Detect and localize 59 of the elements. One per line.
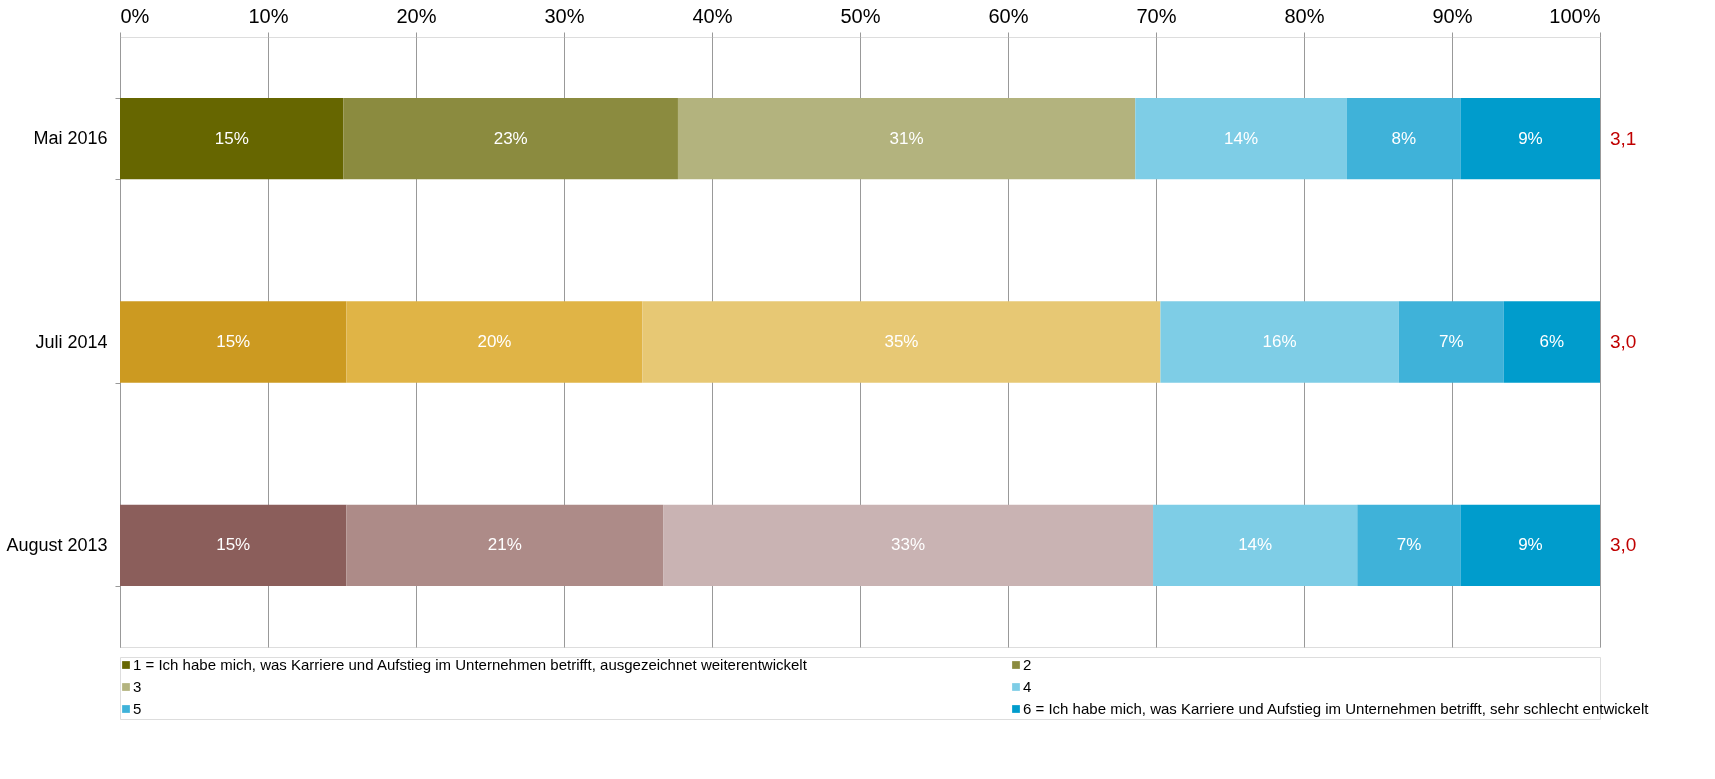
legend-label: 2: [1023, 656, 1032, 673]
bar: [677, 98, 1136, 180]
legend-label: 6 = Ich habe mich, was Karriere und Aufstieg im Unternehmen betrifft, sehr schlecht entwickelt: [1023, 700, 1650, 717]
bar: [346, 504, 664, 586]
text: 3,1: [1610, 127, 1637, 149]
bar: [1346, 98, 1461, 180]
x-tick-label: 70%: [1136, 4, 1177, 27]
bar: [1503, 301, 1600, 383]
data-label: 33%: [891, 535, 926, 555]
data-label: 8%: [1391, 128, 1417, 148]
x-tick-label: 40%: [692, 4, 733, 27]
bar: [1153, 504, 1358, 586]
bar: [346, 301, 643, 383]
data-label: 20%: [477, 332, 512, 351]
x-tick-label: 80%: [1284, 4, 1325, 27]
x-tick-label: 60%: [988, 4, 1029, 27]
y-tick-label: Mai 2016: [33, 128, 108, 149]
data-label: 15%: [216, 332, 251, 351]
data-label: 14%: [1238, 535, 1273, 555]
legend-label: 4: [1023, 678, 1032, 695]
bar: [663, 504, 1154, 586]
data-label: 9%: [1518, 128, 1543, 148]
bar: [120, 301, 347, 383]
bar: [642, 301, 1161, 383]
text: 3,0: [1610, 331, 1637, 352]
y-tick-label: Juli 2014: [35, 331, 108, 352]
bar: [1460, 504, 1600, 586]
data-label: 35%: [884, 332, 919, 351]
x-tick-label: 20%: [396, 4, 437, 27]
text: 3,0: [1610, 534, 1637, 556]
data-label: 7%: [1438, 332, 1464, 351]
bar: [1357, 504, 1461, 586]
bar: [1398, 301, 1504, 383]
x-tick-label: 0%: [120, 4, 150, 27]
x-tick-label: 50%: [840, 4, 881, 27]
x-tick-label: 10%: [248, 4, 289, 27]
bar: [1160, 301, 1399, 383]
data-label: 31%: [889, 128, 924, 148]
data-label: 6%: [1539, 332, 1565, 351]
x-tick-label: 100%: [1549, 4, 1601, 27]
data-label: 9%: [1518, 535, 1543, 555]
legend-label: 3: [133, 678, 142, 695]
data-label: 16%: [1262, 332, 1297, 351]
bar: [1135, 98, 1347, 180]
data-label: 15%: [214, 128, 249, 148]
data-label: 23%: [493, 128, 528, 148]
data-label: 7%: [1396, 535, 1422, 555]
bar: [120, 504, 347, 586]
bar: [1460, 98, 1600, 180]
legend-label: 5: [133, 700, 142, 717]
x-tick-label: 90%: [1432, 4, 1473, 27]
x-tick-label: 30%: [544, 4, 585, 27]
legend-label: 1 = Ich habe mich, was Karriere und Aufstieg im Unternehmen betrifft, ausgezeichnet weiterentwickelt: [133, 656, 808, 673]
y-tick-label: August 2013: [6, 534, 108, 555]
data-label: 21%: [487, 535, 522, 555]
data-label: 14%: [1224, 128, 1259, 148]
bar: [343, 98, 678, 180]
bar: [120, 98, 344, 180]
data-label: 15%: [216, 535, 251, 555]
